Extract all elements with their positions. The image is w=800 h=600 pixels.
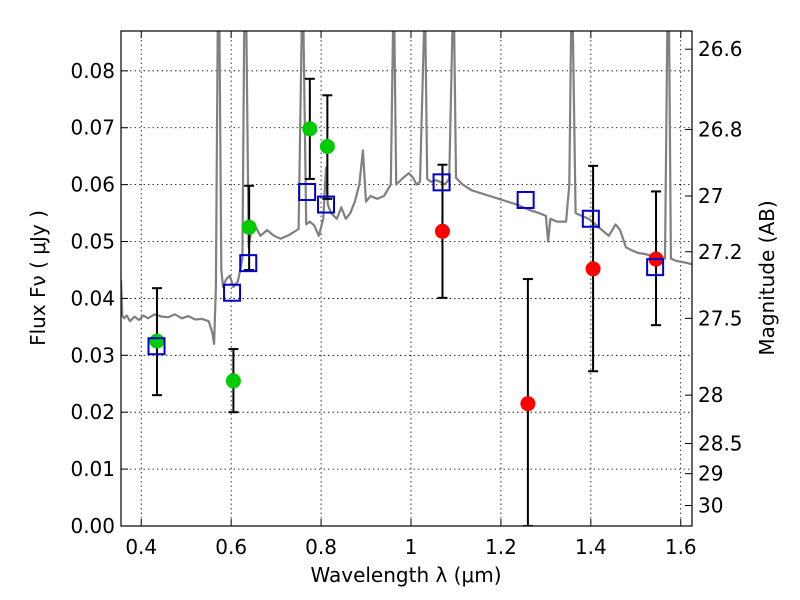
right-tick-label: 29 xyxy=(698,462,723,486)
y-tick-label: 0.03 xyxy=(70,343,115,367)
right-tick-label: 27.2 xyxy=(698,240,743,264)
model-flux-square xyxy=(298,183,317,202)
right-axis-label: Magnitude (AB) xyxy=(755,200,779,355)
observed-flux-point xyxy=(520,396,536,412)
model-flux-square xyxy=(223,283,242,302)
y-tick-label: 0.02 xyxy=(70,400,115,424)
x-tick-label: 0.6 xyxy=(215,535,247,559)
y-tick-label: 0.05 xyxy=(70,230,115,254)
right-tick-label: 27 xyxy=(698,184,723,208)
y-tick-label: 0.04 xyxy=(70,286,115,310)
observed-flux-point xyxy=(225,373,241,389)
x-tick-label: 0.4 xyxy=(125,535,157,559)
x-tick-label: 1.4 xyxy=(575,535,607,559)
right-tick-label: 30 xyxy=(698,494,723,518)
observed-flux-point xyxy=(585,261,601,277)
y-tick-label: 0.00 xyxy=(70,514,115,538)
observed-flux-point xyxy=(149,333,165,349)
plot-area xyxy=(121,31,692,526)
model-flux-square xyxy=(147,337,166,356)
model-flux-square xyxy=(581,209,600,228)
model-spectrum-line xyxy=(121,31,692,345)
x-tick-label: 1.2 xyxy=(485,535,517,559)
model-flux-square xyxy=(239,254,258,273)
right-tick-label: 26.8 xyxy=(698,117,743,141)
axis-ticks: 0.4 0.6 0.8 1 1.2 1.4 1.6 0.00 0.01 0.02 0.03 0.04 0… xyxy=(70,31,743,559)
right-tick-label: 27.5 xyxy=(698,306,743,330)
observed-flux-point xyxy=(319,139,335,154)
model-flux-square xyxy=(516,190,535,209)
y-tick-label: 0.06 xyxy=(70,173,115,197)
right-tick-label: 28 xyxy=(698,383,723,407)
y-tick-label: 0.08 xyxy=(70,59,115,83)
model-flux-square xyxy=(646,258,665,277)
y-tick-label: 0.07 xyxy=(70,116,115,140)
x-axis-label: Wavelength λ (μm) xyxy=(310,563,501,587)
right-tick-label: 28.5 xyxy=(698,432,743,456)
grid xyxy=(121,31,692,527)
y-axis-label: Flux Fν ( μJy ) xyxy=(26,210,50,346)
observed-flux-point xyxy=(241,219,257,235)
x-tick-label: 1 xyxy=(405,535,418,559)
x-tick-label: 0.8 xyxy=(305,535,337,559)
right-tick-label: 26.6 xyxy=(698,37,743,61)
model-flux-square xyxy=(317,195,336,214)
y-tick-label: 0.01 xyxy=(70,457,115,481)
observed-flux-point xyxy=(434,223,450,239)
observed-flux-point xyxy=(302,121,318,137)
plot-frame xyxy=(120,30,693,527)
model-flux-square xyxy=(432,173,451,192)
x-tick-label: 1.6 xyxy=(665,535,697,559)
